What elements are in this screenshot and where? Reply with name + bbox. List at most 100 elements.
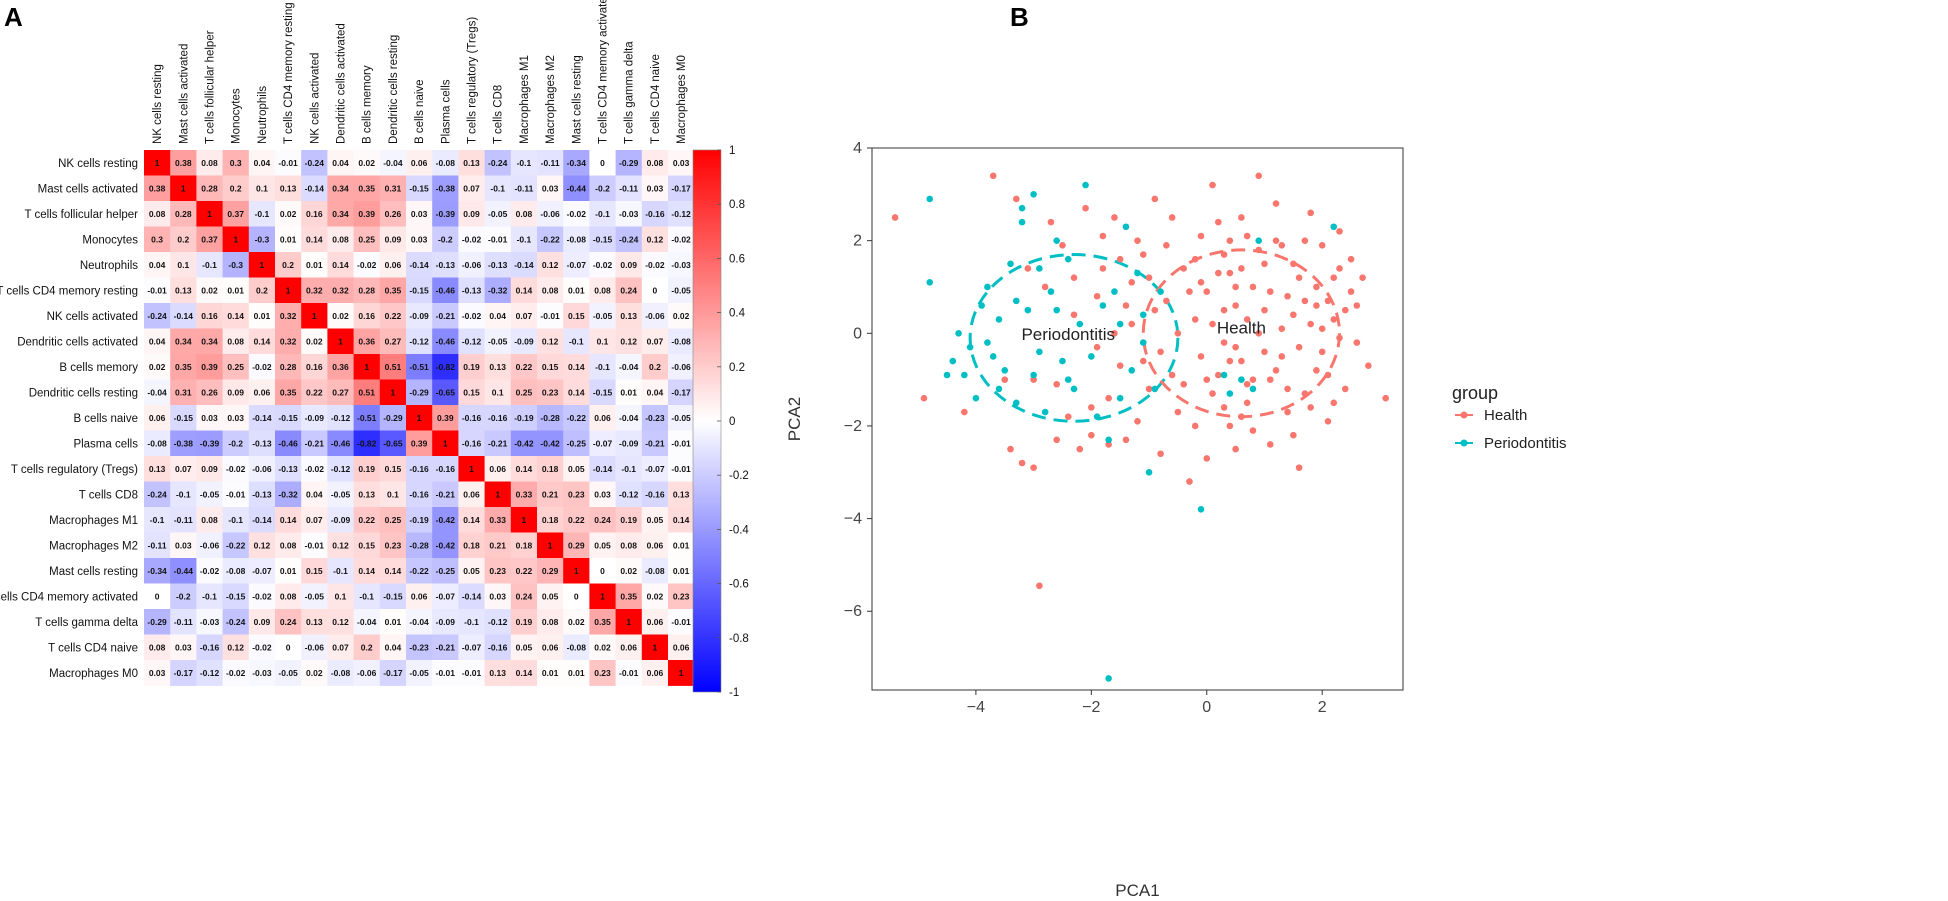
colorbar-tick-label: 0.6 (729, 253, 745, 265)
heatmap-cell-value: -0.06 (462, 260, 482, 270)
point-health (1341, 385, 1349, 393)
heatmap-cell (484, 175, 512, 202)
heatmap-cell (144, 634, 171, 661)
heatmap-cell (615, 405, 643, 431)
heatmap-cell (222, 583, 250, 610)
heatmap-cell-value: 0.07 (516, 311, 533, 321)
heatmap-cell-value: -0.04 (619, 413, 639, 423)
point-periodontitis (1053, 306, 1060, 314)
heatmap-row-label: Dendritic cells activated (17, 336, 138, 348)
heatmap-cell (275, 226, 302, 253)
heatmap-cell-value: -0.05 (305, 591, 325, 601)
heatmap-cell (641, 558, 669, 584)
heatmap-cell-value: 0.51 (385, 362, 402, 372)
heatmap-column-label: T cells gamma delta (624, 41, 636, 144)
heatmap-cell-value: -0.14 (462, 591, 482, 601)
heatmap-cell (170, 532, 197, 559)
heatmap-cell-value: -0.08 (645, 566, 665, 576)
heatmap-cell (406, 558, 433, 584)
point-health (1209, 390, 1216, 397)
heatmap-cell (327, 609, 354, 635)
heatmap-cell (275, 328, 302, 355)
heatmap-cell (641, 201, 669, 227)
point-health (1174, 329, 1182, 337)
heatmap-cell-value: -0.22 (540, 234, 560, 244)
heatmap-cell-value: -0.06 (671, 362, 691, 372)
heatmap-cell-value: 1 (522, 515, 527, 525)
heatmap-cell (615, 201, 643, 227)
heatmap-cell-value: 0.02 (149, 362, 166, 372)
heatmap-cell-value: -0.02 (671, 234, 691, 244)
heatmap-cell (248, 558, 276, 584)
heatmap-cell-value: 0.08 (201, 515, 218, 525)
heatmap-cell-value: 0.22 (306, 387, 323, 397)
heatmap-cell (248, 201, 276, 227)
heatmap-cell-value: 1 (443, 438, 448, 448)
point-health (1197, 353, 1205, 360)
x-tick-label: −4 (967, 699, 985, 716)
heatmap-cell (353, 277, 381, 304)
heatmap-cell (327, 201, 354, 227)
heatmap-cell (301, 583, 328, 610)
heatmap-column-label: Plasma cells (440, 79, 452, 144)
heatmap-cell (406, 481, 433, 508)
point-periodontitis (926, 279, 934, 286)
point-health (1180, 265, 1187, 272)
heatmap-cell (432, 277, 459, 304)
point-health (1053, 380, 1060, 388)
heatmap-cell (379, 201, 407, 227)
heatmap-cell-value: 0.08 (332, 234, 349, 244)
heatmap-cell (144, 456, 171, 482)
heatmap-cell-value: -0.06 (645, 311, 665, 321)
pca-axis-ticks: −4 −2 0 2 4 2 0 −2 −4 −6 (844, 140, 1327, 716)
heatmap-cell (563, 252, 590, 278)
heatmap-cell (641, 252, 669, 278)
point-health (1307, 209, 1314, 217)
heatmap-cell (170, 583, 197, 610)
point-health (1215, 218, 1222, 226)
heatmap-cell (458, 532, 485, 559)
heatmap-cell-value: 0.34 (175, 336, 192, 346)
heatmap-cell (248, 175, 276, 202)
heatmap-cell (144, 405, 171, 431)
point-health (1024, 265, 1032, 272)
heatmap-cell (275, 379, 302, 406)
heatmap-cell (458, 558, 485, 584)
heatmap-cell-value: -0.24 (226, 617, 246, 627)
point-periodontitis (1001, 367, 1009, 374)
heatmap-cell-value: 0.13 (306, 617, 323, 627)
heatmap-cell (668, 328, 695, 355)
colorbar-tick-label: -1 (729, 687, 739, 699)
heatmap-cell (379, 609, 407, 635)
heatmap-cell (641, 583, 669, 610)
heatmap-cell-value: 0.32 (306, 285, 323, 295)
heatmap-cell (144, 481, 171, 508)
heatmap-cell-value: -0.11 (174, 515, 193, 525)
heatmap-cell (196, 303, 223, 329)
heatmap-cell (327, 405, 354, 431)
heatmap-column-label: Dendritic cells resting (388, 35, 400, 144)
pca-plot-frame (871, 147, 1404, 691)
heatmap-cell (668, 303, 695, 329)
heatmap-cell-value: -0.12 (619, 489, 639, 499)
heatmap-cell (668, 405, 695, 431)
heatmap-cell-value: -0.15 (278, 413, 298, 423)
point-health (1163, 297, 1170, 305)
heatmap-cell-value: 0.09 (227, 387, 244, 397)
heatmap-cell-value: 0.12 (647, 234, 664, 244)
heatmap-cell (432, 328, 459, 355)
heatmap-cell-value: 0.1 (597, 336, 609, 346)
heatmap-cell (144, 328, 171, 355)
heatmap-cell-value: 0.13 (489, 668, 506, 678)
heatmap-cell (589, 226, 616, 253)
heatmap-cell (353, 379, 381, 406)
heatmap-row-label: Mast cells activated (38, 183, 138, 195)
heatmap-cell-value: 0.2 (177, 234, 189, 244)
heatmap-cell-value: 0.15 (463, 387, 480, 397)
heatmap-cell-value: -0.08 (331, 668, 351, 678)
heatmap-cell (668, 354, 695, 380)
heatmap-cell-value: -0.65 (436, 387, 456, 397)
heatmap-cell-value: -0.16 (488, 413, 508, 423)
heatmap-cell (484, 226, 512, 253)
heatmap-column-label: NK cells activated (309, 53, 321, 144)
